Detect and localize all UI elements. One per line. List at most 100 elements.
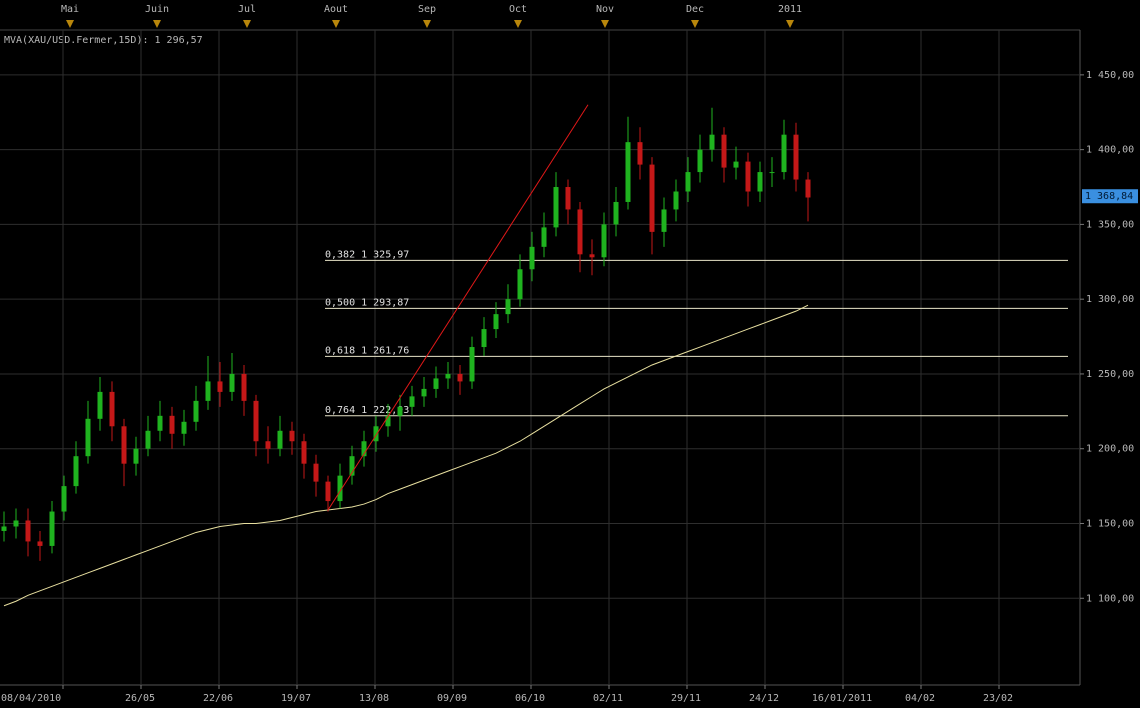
month-label: Oct xyxy=(509,4,527,15)
month-label: 2011 xyxy=(778,4,802,15)
candle-body xyxy=(133,448,139,464)
candle-body xyxy=(13,520,19,527)
candle-body xyxy=(481,329,487,348)
candle-body xyxy=(181,421,187,434)
candle-body xyxy=(577,209,583,255)
price-tag xyxy=(1082,189,1138,204)
candle-body xyxy=(73,456,79,487)
month-marker xyxy=(691,20,699,28)
candle-body xyxy=(97,391,103,419)
candle-body xyxy=(325,481,331,502)
x-tick-label: 16/01/2011 xyxy=(812,693,872,704)
y-tick-label: 1 250,00 xyxy=(1086,369,1134,380)
candle-body xyxy=(421,388,427,397)
candle-body xyxy=(625,142,631,202)
candle-body xyxy=(49,511,55,546)
moving-average xyxy=(3,304,809,607)
candle-body xyxy=(25,520,31,542)
candle-body xyxy=(145,430,151,449)
candle-body xyxy=(649,164,655,232)
candle-body xyxy=(601,224,607,258)
candle-body xyxy=(373,426,379,442)
month-marker xyxy=(332,20,340,28)
candle-body xyxy=(637,142,643,165)
month-marker xyxy=(243,20,251,28)
candle-body xyxy=(733,161,739,168)
x-tick-label: 24/12 xyxy=(749,693,779,704)
candle-body xyxy=(85,418,91,457)
month-label: Sep xyxy=(418,4,436,15)
candle-body xyxy=(541,227,547,247)
candle-body xyxy=(349,456,355,476)
candle-body xyxy=(169,415,175,434)
candle-body xyxy=(553,187,559,228)
x-tick-label: 09/09 xyxy=(437,693,467,704)
month-marker xyxy=(153,20,161,28)
month-label: Aout xyxy=(324,4,348,15)
trendline xyxy=(327,104,589,511)
candle-body xyxy=(613,201,619,225)
candle-body xyxy=(397,406,403,416)
chart-title: MVA(XAU/USD.Fermer,15D): 1 296,57 xyxy=(4,35,203,46)
candle-body xyxy=(253,400,259,442)
y-tick-label: 1 350,00 xyxy=(1086,219,1134,230)
x-tick-label: 04/02 xyxy=(905,693,935,704)
candle-body xyxy=(781,134,787,173)
candle-body xyxy=(1,526,7,531)
candle-body xyxy=(493,314,499,330)
candle-body xyxy=(337,475,343,502)
candle-body xyxy=(529,246,535,270)
candle-body xyxy=(109,391,115,427)
candle-body xyxy=(721,134,727,168)
candle-body xyxy=(205,381,211,401)
candle-body xyxy=(793,134,799,180)
x-tick-label: 29/11 xyxy=(671,693,701,704)
candle-body xyxy=(769,172,775,174)
month-label: Dec xyxy=(686,4,704,15)
candle-body xyxy=(289,430,295,442)
month-label: Mai xyxy=(61,4,79,15)
candle-body xyxy=(757,172,763,192)
x-tick-label: 19/07 xyxy=(281,693,311,704)
x-tick-label: 08/04/2010 xyxy=(1,693,61,704)
fib-label: 0,764 1 222,03 xyxy=(325,405,409,416)
month-marker xyxy=(786,20,794,28)
month-label: Nov xyxy=(596,4,614,15)
month-marker xyxy=(423,20,431,28)
fib-label: 0,618 1 261,76 xyxy=(325,345,409,356)
candle-body xyxy=(673,191,679,210)
fib-label: 0,500 1 293,87 xyxy=(325,297,409,308)
candle-body xyxy=(313,463,319,482)
candle-body xyxy=(265,441,271,449)
month-label: Juin xyxy=(145,4,169,15)
candle-body xyxy=(565,187,571,210)
candle-body xyxy=(517,269,523,300)
month-marker xyxy=(66,20,74,28)
price-tag-label: 1 368,84 xyxy=(1085,191,1133,202)
candle-body xyxy=(37,541,43,546)
x-tick-label: 22/06 xyxy=(203,693,233,704)
month-label: Jul xyxy=(238,4,256,15)
month-marker xyxy=(601,20,609,28)
candle-body xyxy=(157,415,163,431)
candle-body xyxy=(385,415,391,427)
candle-body xyxy=(193,400,199,422)
candle-body xyxy=(433,378,439,389)
y-tick-label: 1 150,00 xyxy=(1086,518,1134,529)
x-tick-label: 23/02 xyxy=(983,693,1013,704)
candle-body xyxy=(409,396,415,407)
candle-body xyxy=(469,347,475,382)
candle-body xyxy=(697,149,703,173)
candle-body xyxy=(301,441,307,464)
candle-body xyxy=(241,373,247,401)
candle-body xyxy=(661,209,667,232)
candle-body xyxy=(217,381,223,392)
candle-body xyxy=(685,172,691,192)
candle-body xyxy=(61,486,67,512)
candle-body xyxy=(457,373,463,382)
candle-body xyxy=(121,426,127,464)
x-tick-label: 13/08 xyxy=(359,693,389,704)
